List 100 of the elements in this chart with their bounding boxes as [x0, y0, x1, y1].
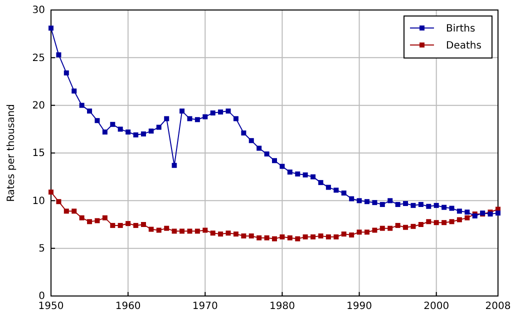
point [72, 88, 77, 94]
x-tick-label: 1990 [346, 301, 372, 312]
point [418, 222, 424, 227]
point [364, 199, 370, 204]
point [449, 219, 454, 224]
point [410, 224, 416, 229]
point [187, 228, 192, 234]
point [426, 219, 432, 224]
point [410, 202, 416, 208]
x-tick-label: 1970 [192, 301, 218, 312]
point [403, 201, 408, 206]
point [464, 215, 470, 220]
point [449, 206, 454, 211]
point [94, 218, 100, 224]
point [302, 172, 308, 178]
point [48, 190, 54, 195]
point [202, 228, 208, 233]
x-tick-label: 2000 [424, 301, 450, 312]
point [187, 116, 192, 122]
y-tick-label: 15 [32, 148, 45, 160]
point [226, 230, 231, 236]
point [464, 210, 470, 215]
point [102, 130, 108, 135]
point [118, 126, 123, 132]
point [349, 232, 354, 238]
point [280, 234, 285, 240]
y-tick-label: 10 [32, 196, 45, 207]
point [156, 228, 162, 233]
point [148, 226, 154, 232]
x-tick-label: 1950 [38, 301, 64, 312]
point [180, 228, 185, 234]
point [118, 222, 123, 228]
point [202, 114, 208, 120]
point [133, 222, 138, 228]
point [302, 234, 308, 240]
point [87, 108, 92, 114]
point [403, 224, 408, 230]
point [372, 228, 378, 233]
point [334, 234, 339, 240]
point [418, 202, 424, 207]
point [172, 162, 177, 168]
point [310, 234, 316, 240]
point [287, 235, 292, 240]
point [110, 222, 116, 228]
point [164, 116, 170, 122]
point [334, 188, 339, 193]
point [233, 232, 238, 237]
point [56, 52, 62, 58]
point [287, 170, 292, 175]
point [356, 230, 362, 235]
point [372, 200, 378, 206]
point [395, 222, 400, 228]
point [148, 128, 154, 134]
point [442, 220, 447, 226]
point [388, 226, 393, 231]
point [79, 215, 84, 220]
point [218, 110, 224, 115]
point [102, 215, 108, 220]
point [94, 118, 100, 124]
point [326, 234, 331, 240]
point [388, 198, 393, 204]
point [426, 204, 432, 209]
point [156, 124, 162, 130]
point [318, 180, 324, 186]
point [295, 236, 300, 242]
point [295, 171, 300, 176]
point [442, 204, 447, 210]
point [110, 122, 116, 127]
point [64, 208, 69, 214]
point [310, 174, 316, 180]
point [210, 230, 216, 236]
x-tick-label: 1960 [115, 301, 141, 312]
point [349, 196, 354, 202]
point [180, 108, 185, 114]
y-tick-label: 20 [32, 100, 45, 112]
x-tick-label: 2008 [485, 301, 511, 312]
y-axis-title: Rates per thousand [6, 104, 17, 202]
point [456, 208, 462, 214]
point [126, 130, 131, 135]
point [133, 132, 138, 138]
point [395, 202, 400, 207]
point [248, 138, 254, 144]
point [456, 217, 462, 222]
point [233, 116, 238, 122]
point [280, 164, 285, 169]
point [341, 232, 346, 237]
legend-label: Births [446, 24, 476, 34]
y-tick-label: 25 [32, 52, 45, 64]
point [434, 220, 439, 226]
point [126, 221, 131, 226]
point [256, 235, 262, 240]
point [364, 230, 370, 235]
y-tick-label: 0 [38, 291, 45, 302]
point [140, 222, 146, 227]
point [48, 26, 54, 31]
legend-label: Deaths [446, 40, 482, 52]
point [87, 219, 92, 224]
point [380, 226, 385, 231]
y-tick-label: 30 [32, 5, 45, 16]
point [241, 233, 246, 238]
